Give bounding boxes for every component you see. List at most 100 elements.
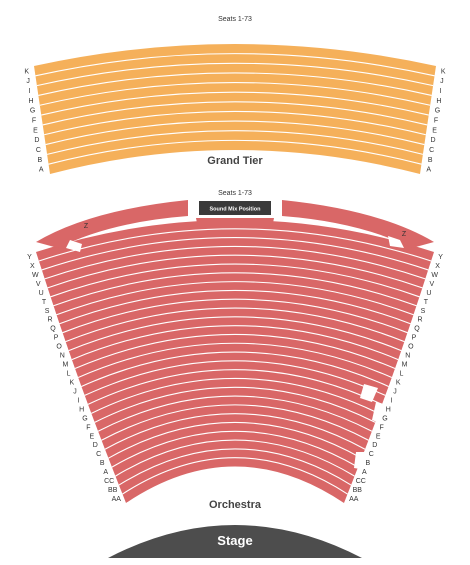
orchestra-row-h[interactable] (87, 369, 383, 414)
row-label-right: R (417, 317, 422, 324)
sound-mix-position-box (199, 201, 271, 215)
row-label-right: B (365, 460, 370, 467)
row-label-right: Z (402, 231, 407, 238)
orchestra-row-f[interactable] (94, 387, 376, 432)
row-divider (46, 130, 424, 155)
row-label-left: A (39, 167, 44, 174)
orchestra-row-z[interactable] (196, 218, 274, 228)
orchestra-row-x[interactable] (38, 228, 432, 270)
row-label-left: G (82, 415, 87, 422)
orchestra-row-d[interactable] (101, 404, 369, 450)
orchestra-aisle-cuts (66, 236, 404, 470)
orchestra-row-k[interactable] (78, 343, 392, 387)
grand-tier-row-f[interactable] (41, 92, 429, 125)
aisle-cutout (360, 384, 378, 402)
orchestra-row-z[interactable] (282, 200, 434, 248)
row-label-left: CC (104, 478, 114, 485)
row-label-left: Y (27, 254, 32, 261)
orchestra-row-aa[interactable] (122, 457, 348, 503)
orchestra-row-g[interactable] (91, 378, 379, 423)
row-label-right: N (405, 353, 410, 360)
grand-tier-row-e[interactable] (42, 101, 428, 135)
row-label-left: U (39, 290, 44, 297)
orchestra-row-c[interactable] (104, 413, 366, 459)
row-label-left: V (36, 281, 41, 288)
row-label-right: V (429, 281, 434, 288)
row-label-left: Q (50, 326, 56, 333)
grand-tier-row-g[interactable] (39, 82, 431, 116)
orchestra-row-z[interactable] (36, 200, 188, 248)
orchestra-row-a[interactable] (111, 431, 359, 477)
orchestra-row-e[interactable] (98, 396, 372, 441)
row-divider (36, 62, 434, 87)
row-divider (108, 422, 362, 459)
row-label-left: B (37, 157, 42, 164)
grand-tier-section[interactable] (34, 44, 436, 174)
orchestra-row-b[interactable] (108, 422, 362, 468)
orchestra-row-t[interactable] (50, 264, 420, 306)
grand-tier-row-c[interactable] (45, 121, 425, 155)
orchestra-row-l[interactable] (75, 334, 395, 378)
row-label-left: E (89, 433, 94, 440)
orchestra-seats-label: Seats 1-73 (218, 190, 252, 197)
row-divider (62, 298, 408, 334)
orchestra-row-i[interactable] (84, 360, 386, 405)
row-label-left: G (30, 108, 35, 115)
row-label-right: D (372, 442, 377, 449)
row-label-right: S (421, 308, 426, 315)
row-label-right: X (435, 263, 440, 270)
row-label-left: N (60, 353, 65, 360)
orchestra-row-m[interactable] (71, 325, 399, 369)
grand-tier-row-i[interactable] (36, 63, 434, 96)
grand-tier-row-j[interactable] (35, 53, 435, 86)
row-label-left: M (62, 362, 68, 369)
row-label-left: I (29, 88, 31, 95)
orchestra-row-r[interactable] (56, 281, 414, 324)
orchestra-row-q[interactable] (59, 290, 411, 333)
orchestra-row-p[interactable] (62, 299, 408, 342)
row-label-right: AA (349, 496, 359, 503)
row-label-left: H (29, 98, 34, 105)
row-label-right: L (399, 371, 403, 378)
row-label-right: W (431, 272, 438, 279)
row-label-left: C (96, 451, 101, 458)
grand-tier-row-a[interactable] (48, 140, 422, 174)
aisle-cutout (66, 240, 82, 252)
row-label-right: T (424, 299, 429, 306)
row-label-right: B (428, 157, 433, 164)
grand-tier-row-d[interactable] (44, 111, 426, 145)
orchestra-row-cc[interactable] (115, 440, 355, 486)
grand-tier-row-labels: A AB BC CD DE EF FG GH HI IJ JK K (24, 68, 446, 173)
row-divider (71, 325, 399, 361)
row-divider (104, 413, 366, 450)
row-divider (84, 360, 386, 396)
aisle-cutout (388, 236, 404, 248)
row-divider (118, 448, 352, 486)
orchestra-row-bb[interactable] (118, 448, 352, 495)
orchestra-row-o[interactable] (65, 308, 405, 351)
grand-tier-row-dividers (35, 53, 435, 165)
grand-tier-row-b[interactable] (47, 130, 423, 165)
row-divider (122, 457, 348, 495)
row-label-right: CC (356, 478, 366, 485)
row-label-right: C (429, 147, 434, 154)
orchestra-section[interactable] (36, 200, 434, 503)
orchestra-row-y[interactable] (36, 220, 434, 261)
orchestra-row-u[interactable] (47, 255, 423, 297)
grand-tier-row-h[interactable] (38, 72, 432, 106)
row-label-left: H (79, 406, 84, 413)
row-divider (94, 386, 376, 423)
orchestra-row-j[interactable] (81, 352, 389, 396)
orchestra-row-s[interactable] (53, 272, 417, 315)
row-divider (45, 120, 425, 146)
row-label-right: K (441, 68, 446, 75)
row-divider (38, 72, 432, 96)
row-label-right: Q (414, 326, 420, 333)
row-divider (47, 254, 423, 289)
row-divider (42, 101, 428, 126)
row-label-right: K (396, 379, 401, 386)
orchestra-row-w[interactable] (41, 237, 429, 279)
orchestra-row-v[interactable] (44, 246, 426, 288)
orchestra-row-n[interactable] (68, 316, 402, 360)
grand-tier-row-k[interactable] (34, 44, 436, 76)
